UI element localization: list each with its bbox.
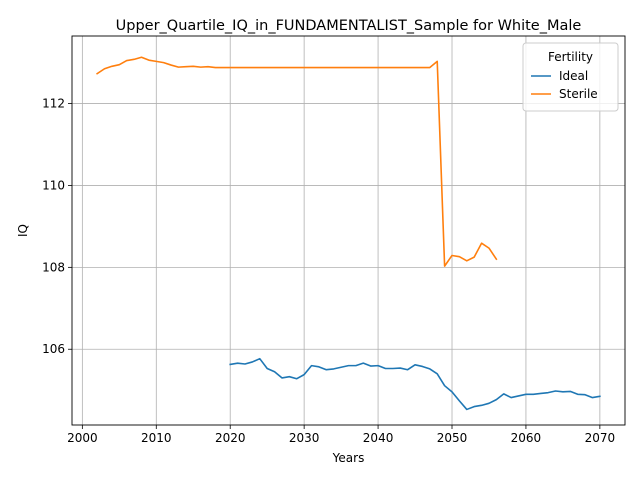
plot-frame	[71, 35, 626, 426]
legend: Fertility Ideal Sterile	[522, 42, 619, 112]
y-tick-label: 108	[42, 260, 65, 274]
x-axis-label: Years	[332, 451, 365, 465]
legend-label-ideal: Ideal	[559, 69, 588, 83]
series-line-sterile	[96, 56, 498, 267]
x-tick-label: 2010	[141, 431, 172, 445]
y-tick-label: 106	[42, 342, 65, 356]
legend-items: Ideal Sterile	[531, 69, 598, 101]
series-line-ideal	[229, 357, 601, 411]
x-tick-label: 2040	[363, 431, 394, 445]
x-tick-label: 2020	[215, 431, 246, 445]
x-tick-label: 2000	[67, 431, 98, 445]
x-axis: 2000 2010 2020 2030 2040 2050 2060 2070	[67, 425, 615, 445]
x-tick-label: 2060	[511, 431, 542, 445]
chart-title: Upper_Quartile_IQ_in_FUNDAMENTALIST_Samp…	[116, 18, 582, 34]
x-tick-label: 2070	[585, 431, 616, 445]
x-tick-label: 2050	[437, 431, 468, 445]
y-axis: 106 108 110 112	[42, 97, 72, 356]
y-axis-label: IQ	[16, 224, 30, 237]
y-tick-label: 112	[42, 97, 65, 111]
y-tick-label: 110	[42, 178, 65, 192]
legend-label-sterile: Sterile	[559, 87, 598, 101]
x-tick-label: 2030	[289, 431, 320, 445]
legend-title: Fertility	[548, 50, 593, 64]
series-layer	[96, 56, 601, 411]
